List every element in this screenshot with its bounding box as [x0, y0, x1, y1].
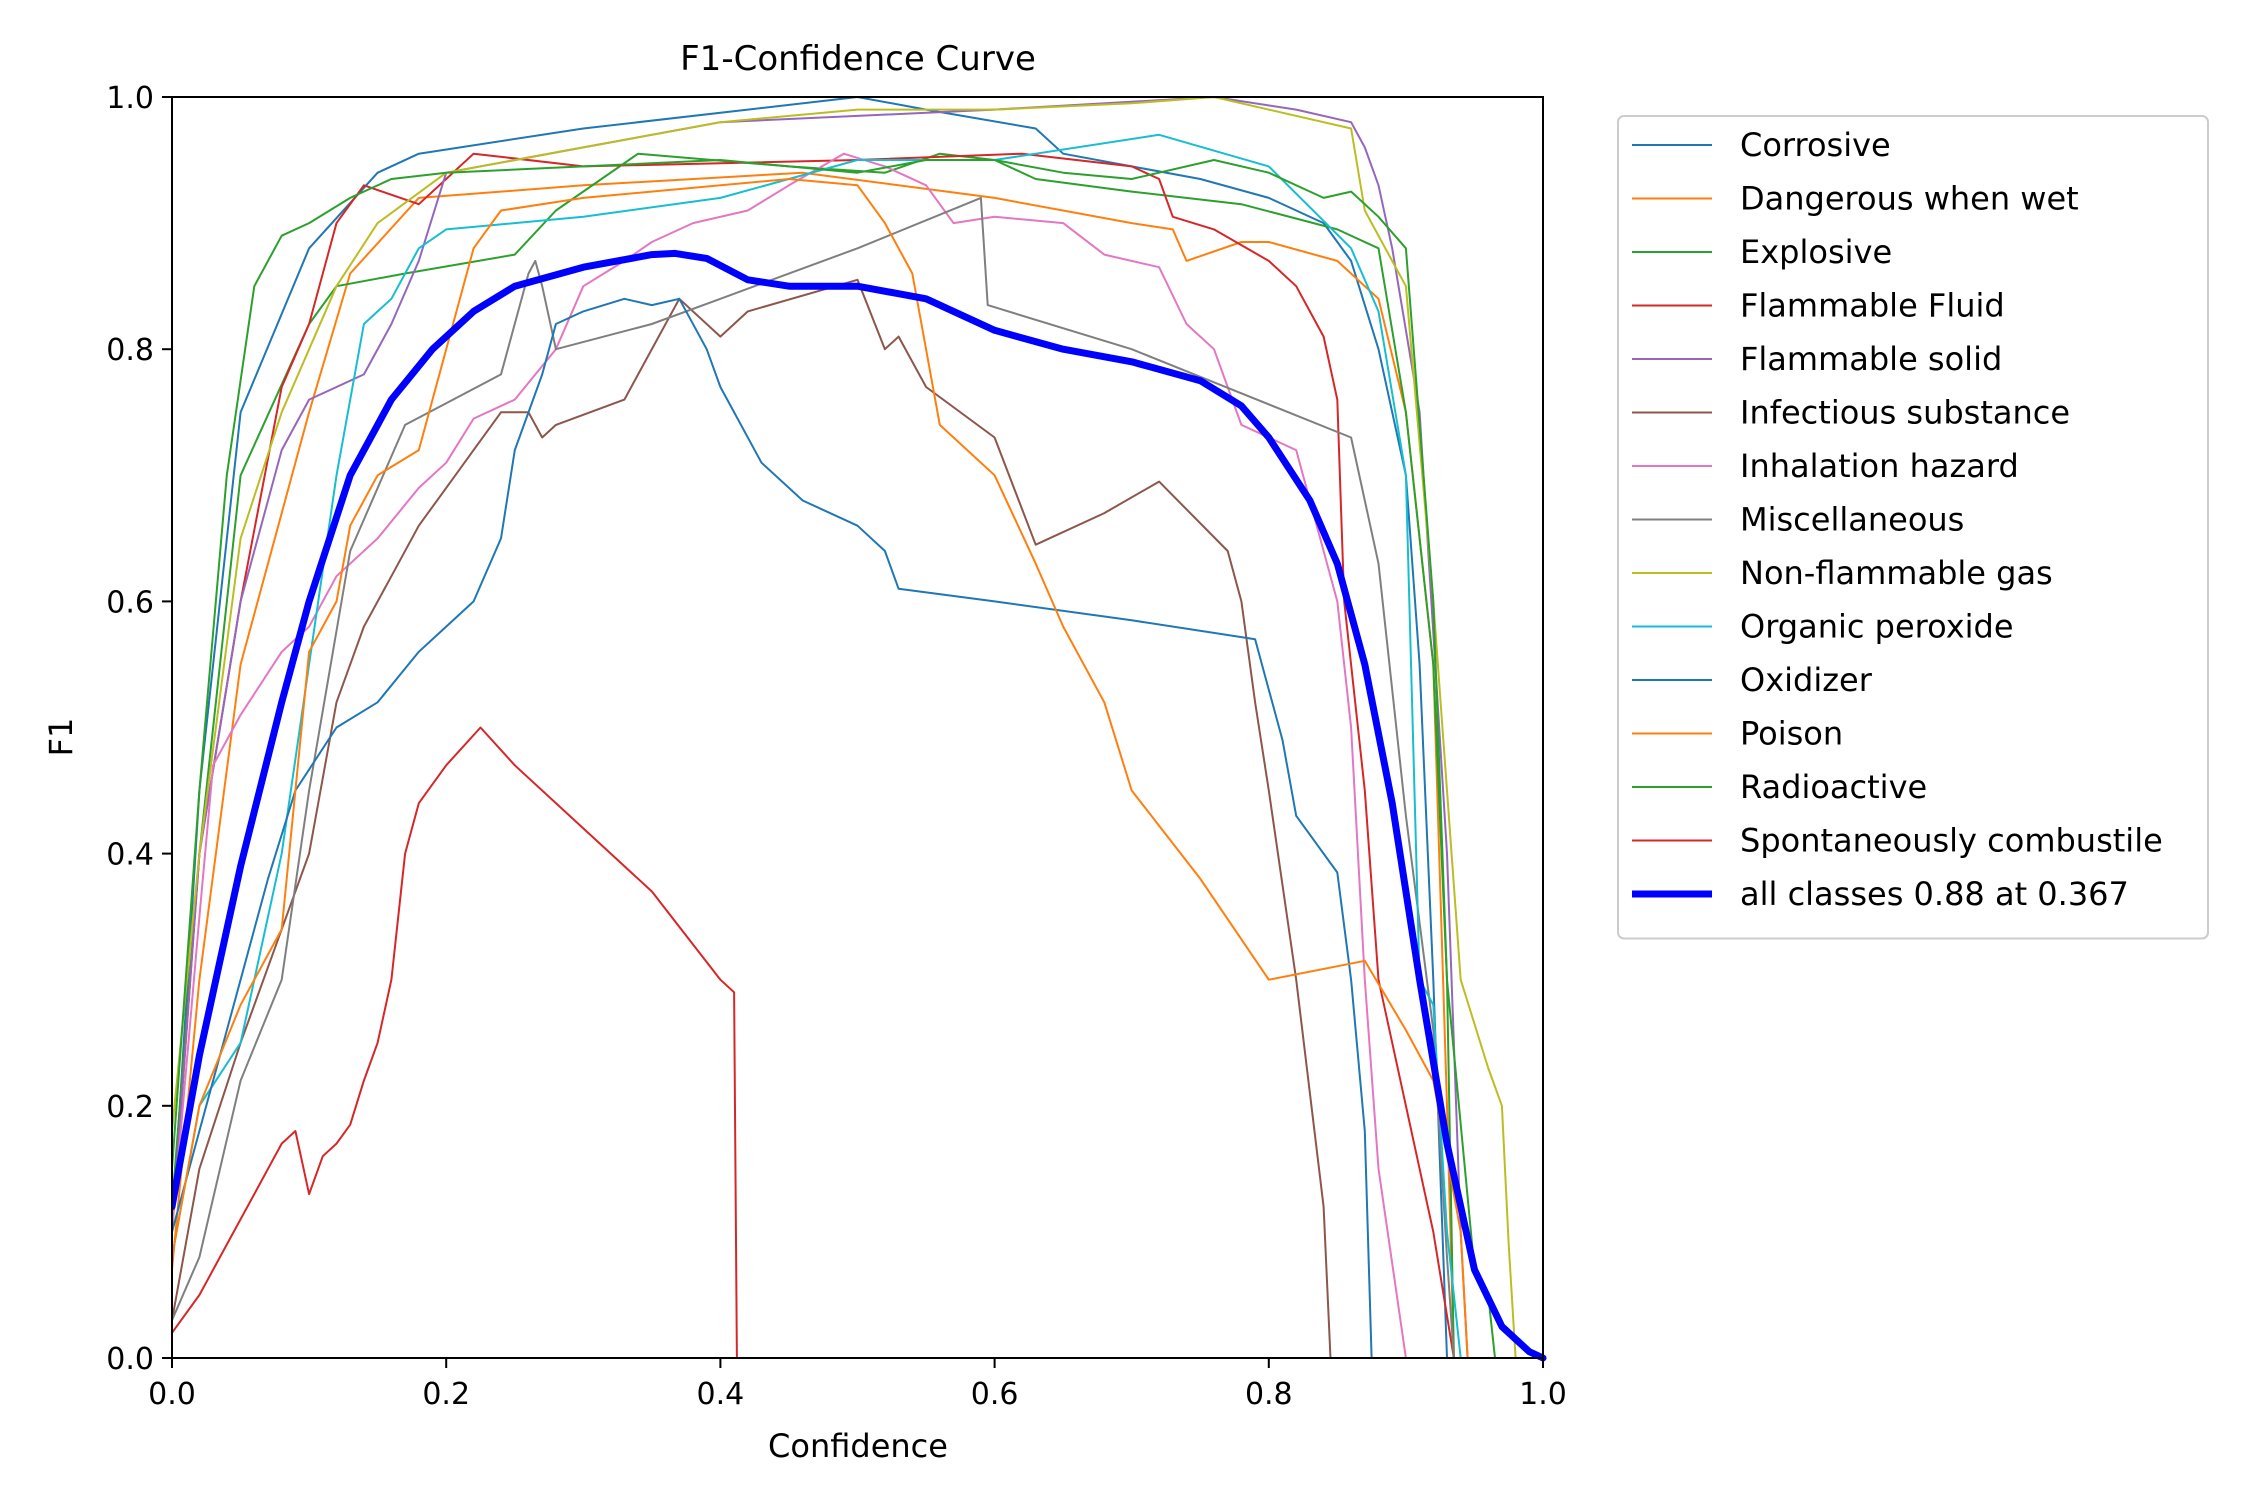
legend-label: Poison: [1740, 715, 1843, 753]
legend-label: Dangerous when wet: [1740, 180, 2079, 218]
series-line-11: [172, 178, 1469, 1359]
legend-label: Corrosive: [1740, 126, 1891, 164]
y-tick-label: 0.6: [106, 585, 154, 620]
x-tick-label: 0.2: [422, 1377, 470, 1412]
series-line-14: [172, 249, 1547, 1362]
series-line-7: [172, 196, 1455, 1359]
y-tick-label: 0.4: [106, 838, 154, 873]
series-line-10: [172, 297, 1373, 1359]
x-tick-label: 0.0: [148, 1377, 196, 1412]
series-line-9: [172, 133, 1462, 1359]
series-line-1: [172, 171, 1455, 1359]
legend-label: Organic peroxide: [1740, 608, 2014, 646]
legend-label: Infectious substance: [1740, 394, 2070, 432]
x-axis-label: Confidence: [768, 1427, 948, 1465]
legend-box: [1617, 115, 2209, 940]
x-tick-label: 0.8: [1245, 1377, 1293, 1412]
y-tick-label: 0.0: [106, 1342, 154, 1377]
y-tick-label: 1.0: [106, 81, 154, 116]
legend-label: Flammable Fluid: [1740, 287, 2005, 325]
plot-frame: [171, 96, 1544, 1359]
y-axis-label: F1: [42, 718, 80, 757]
legend-label: Non-flammable gas: [1740, 554, 2053, 592]
chart-title: F1-Confidence Curve: [680, 39, 1036, 79]
series-line-0: [172, 96, 1448, 1359]
y-tick-label: 0.8: [106, 333, 154, 368]
series-line-12: [172, 159, 1496, 1359]
legend: Corrosive Dangerous when wet Explosive Flam…: [1617, 115, 2209, 940]
legend-label: Miscellaneous: [1740, 501, 1964, 539]
legend-label: Oxidizer: [1740, 661, 1873, 699]
y-tick-label: 0.2: [106, 1090, 154, 1125]
series-line-13: [172, 726, 1544, 1359]
axis-ticks: 0.0 0.2 0.4 0.6 0.8 1.0 0.0 0.2 0.4 0.6 0.8 1.0: [106, 81, 1567, 1412]
series-line-6: [172, 152, 1407, 1359]
x-tick-label: 1.0: [1519, 1377, 1567, 1412]
x-tick-label: 0.4: [697, 1377, 745, 1412]
plot-area: [171, 96, 1547, 1362]
legend-label: Explosive: [1740, 233, 1892, 271]
legend-label: all classes 0.88 at 0.367: [1740, 875, 2129, 913]
legend-label: Inhalation hazard: [1740, 447, 2019, 485]
legend-label: Radioactive: [1740, 768, 1927, 806]
series-line-3: [172, 152, 1455, 1359]
x-tick-label: 0.6: [971, 1377, 1019, 1412]
series-line-4: [172, 96, 1469, 1359]
series-line-8: [172, 96, 1517, 1359]
legend-label: Spontaneously combustile: [1740, 822, 2163, 860]
legend-label: Flammable solid: [1740, 340, 2002, 378]
